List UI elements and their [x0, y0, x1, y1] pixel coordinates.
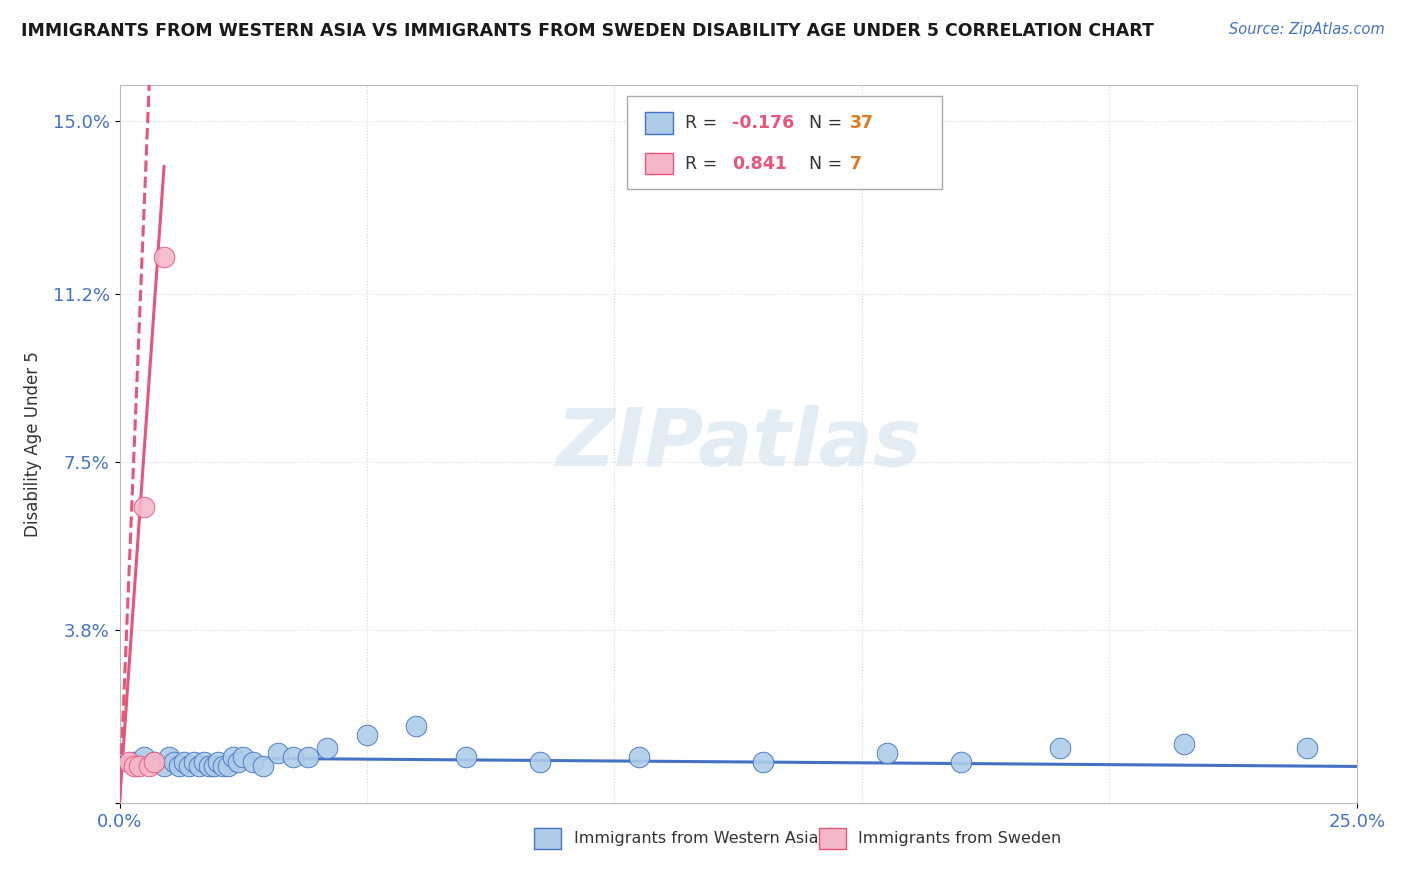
Point: [173, 755, 195, 769]
Point: [157, 750, 180, 764]
Point: [356, 728, 378, 742]
Point: [138, 759, 160, 773]
Point: [226, 755, 249, 769]
Point: [134, 750, 156, 764]
Point: [124, 759, 146, 773]
Point: [134, 500, 156, 515]
Point: [183, 755, 205, 769]
Point: [222, 750, 245, 764]
Text: Immigrants from Sweden: Immigrants from Sweden: [858, 831, 1062, 847]
Point: [297, 750, 319, 764]
Text: R =: R =: [685, 154, 723, 173]
Point: [242, 755, 264, 769]
Point: [187, 759, 209, 773]
Text: Source: ZipAtlas.com: Source: ZipAtlas.com: [1229, 22, 1385, 37]
Bar: [818, 828, 846, 849]
Text: N =: N =: [808, 114, 848, 132]
Point: [153, 251, 176, 265]
Point: [454, 750, 477, 764]
Point: [1296, 741, 1319, 756]
Y-axis label: Disability Age Under 5: Disability Age Under 5: [24, 351, 42, 537]
Text: ZIPatlas: ZIPatlas: [555, 405, 921, 483]
Point: [202, 759, 225, 773]
Text: Immigrants from Western Asia: Immigrants from Western Asia: [574, 831, 818, 847]
Text: -0.176: -0.176: [733, 114, 794, 132]
Point: [143, 755, 166, 769]
Point: [1049, 741, 1071, 756]
Text: IMMIGRANTS FROM WESTERN ASIA VS IMMIGRANTS FROM SWEDEN DISABILITY AGE UNDER 5 CO: IMMIGRANTS FROM WESTERN ASIA VS IMMIGRAN…: [21, 22, 1154, 40]
Point: [197, 759, 219, 773]
Point: [177, 759, 200, 773]
Point: [949, 755, 972, 769]
Point: [217, 759, 239, 773]
Bar: [645, 153, 672, 175]
Point: [207, 755, 229, 769]
Point: [167, 759, 190, 773]
Point: [124, 755, 146, 769]
Text: 7: 7: [849, 154, 862, 173]
Point: [267, 746, 290, 760]
Bar: [534, 828, 561, 849]
Point: [118, 755, 141, 769]
Point: [212, 759, 235, 773]
Text: N =: N =: [808, 154, 848, 173]
Text: R =: R =: [685, 114, 723, 132]
Point: [405, 718, 427, 732]
Point: [193, 755, 215, 769]
Point: [1173, 737, 1195, 751]
Point: [281, 750, 304, 764]
Point: [232, 750, 254, 764]
FancyBboxPatch shape: [627, 95, 942, 189]
Point: [128, 759, 150, 773]
Text: 0.841: 0.841: [733, 154, 787, 173]
Point: [163, 755, 186, 769]
Point: [529, 755, 551, 769]
Point: [143, 755, 166, 769]
Point: [752, 755, 775, 769]
Point: [153, 759, 176, 773]
Text: 37: 37: [849, 114, 873, 132]
Point: [628, 750, 651, 764]
Point: [316, 741, 339, 756]
Bar: [645, 112, 672, 134]
Point: [876, 746, 898, 760]
Point: [252, 759, 274, 773]
